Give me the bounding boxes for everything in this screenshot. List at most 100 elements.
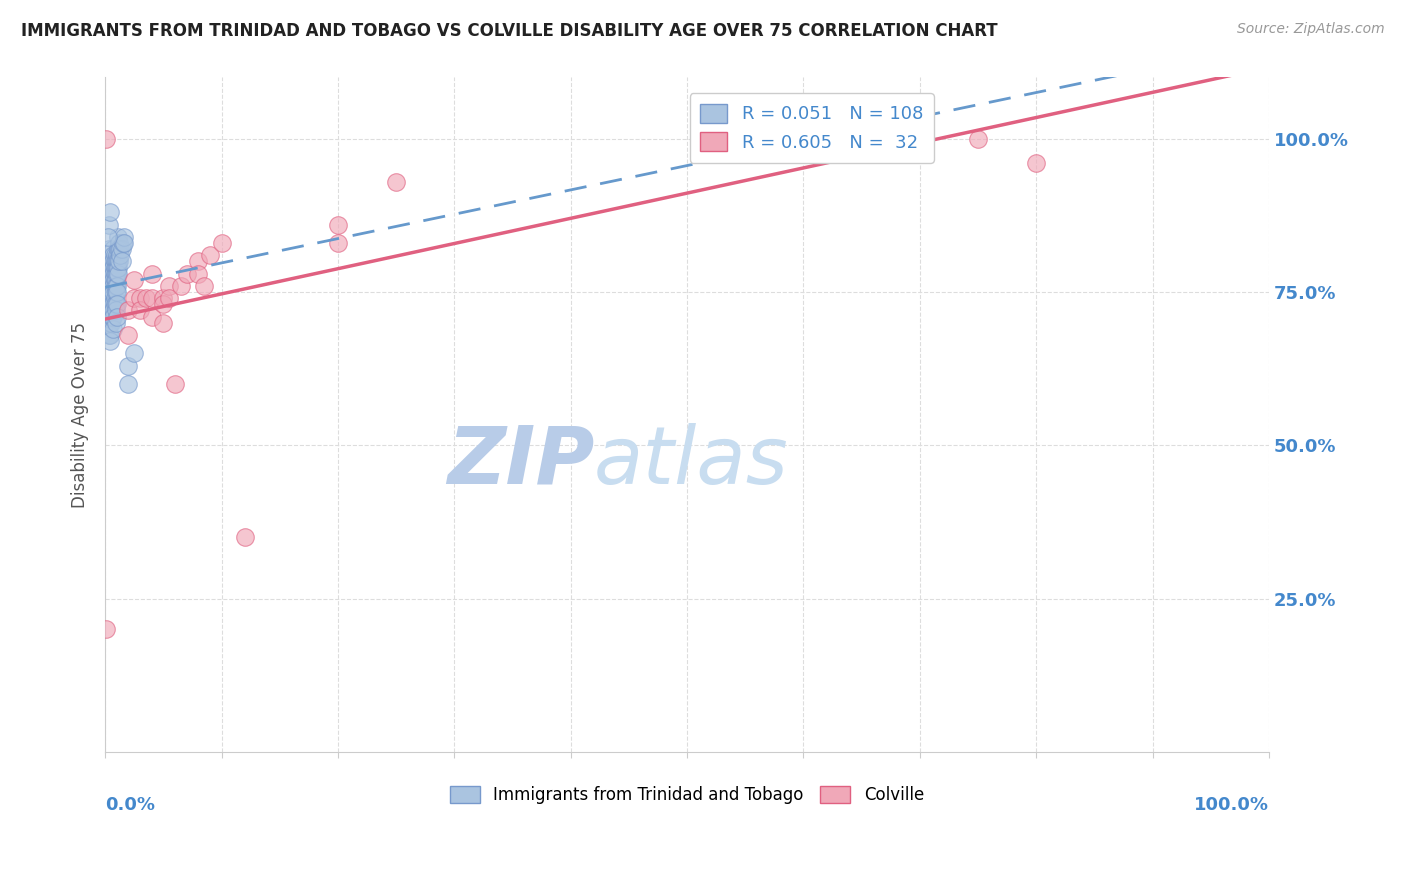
Point (100, 260, 122, 275)
Point (141, 310, 163, 324)
Point (105, 279, 128, 293)
Point (98, 303, 121, 318)
Point (105, 260, 128, 275)
Text: IMMIGRANTS FROM TRINIDAD AND TOBAGO VS COLVILLE DISABILITY AGE OVER 75 CORRELATI: IMMIGRANTS FROM TRINIDAD AND TOBAGO VS C… (21, 22, 998, 40)
Point (108, 242, 131, 256)
Point (157, 279, 180, 293)
Point (100, 267, 122, 281)
Point (108, 235, 131, 250)
Point (129, 303, 152, 318)
Point (124, 273, 146, 287)
Point (98, 285, 121, 299)
Point (157, 291, 180, 305)
Point (96, 132, 118, 146)
Point (187, 254, 209, 268)
Point (103, 285, 125, 299)
Point (103, 267, 125, 281)
Point (103, 248, 125, 262)
Point (101, 303, 124, 318)
Point (111, 235, 134, 250)
Point (105, 254, 128, 268)
Point (103, 267, 125, 281)
Point (104, 254, 127, 268)
Point (97, 316, 120, 330)
Point (110, 248, 132, 262)
Point (103, 254, 125, 268)
Point (101, 267, 124, 281)
Point (103, 273, 125, 287)
Point (98, 334, 121, 348)
Point (100, 303, 122, 318)
Point (98, 291, 121, 305)
Point (98, 279, 121, 293)
Point (97, 310, 120, 324)
Point (104, 267, 127, 281)
Point (105, 285, 128, 299)
Point (103, 322, 125, 336)
Point (98, 316, 121, 330)
Point (101, 260, 124, 275)
Point (98, 328, 121, 343)
Point (103, 260, 125, 275)
Point (112, 235, 135, 250)
Point (326, 235, 349, 250)
Point (104, 273, 127, 287)
Point (193, 279, 215, 293)
Point (104, 303, 127, 318)
Point (385, 175, 408, 189)
Text: ZIP: ZIP (447, 423, 593, 501)
Point (326, 218, 349, 232)
Point (98, 205, 121, 219)
Point (103, 242, 125, 256)
Point (100, 279, 122, 293)
Text: 0.0%: 0.0% (105, 796, 155, 814)
Y-axis label: Disability Age Over 75: Disability Age Over 75 (72, 322, 89, 508)
Point (103, 260, 125, 275)
Point (124, 346, 146, 360)
Point (97, 273, 120, 287)
Point (112, 230, 135, 244)
Point (141, 291, 163, 305)
Point (104, 285, 127, 299)
Point (105, 310, 128, 324)
Point (103, 273, 125, 287)
Text: 100.0%: 100.0% (1194, 796, 1270, 814)
Point (117, 359, 139, 373)
Point (152, 291, 174, 305)
Point (98, 310, 121, 324)
Point (98, 254, 121, 268)
Point (198, 248, 221, 262)
Point (103, 279, 125, 293)
Point (152, 297, 174, 311)
Point (103, 248, 125, 262)
Point (98, 297, 121, 311)
Point (105, 297, 128, 311)
Point (107, 267, 129, 281)
Point (96, 230, 118, 244)
Point (97, 303, 120, 318)
Point (97, 218, 120, 232)
Point (176, 267, 198, 281)
Point (101, 291, 124, 305)
Point (187, 267, 209, 281)
Point (100, 291, 122, 305)
Point (97, 242, 120, 256)
Point (96, 316, 118, 330)
Point (211, 235, 233, 250)
Point (104, 316, 127, 330)
Point (103, 297, 125, 311)
Point (97, 328, 120, 343)
Point (124, 291, 146, 305)
Point (97, 260, 120, 275)
Point (141, 267, 163, 281)
Point (107, 254, 129, 268)
Point (100, 285, 122, 299)
Point (163, 377, 186, 392)
Point (100, 297, 122, 311)
Point (734, 132, 756, 146)
Point (103, 303, 125, 318)
Point (97, 285, 120, 299)
Point (96, 279, 118, 293)
Point (105, 248, 128, 262)
Point (101, 254, 124, 268)
